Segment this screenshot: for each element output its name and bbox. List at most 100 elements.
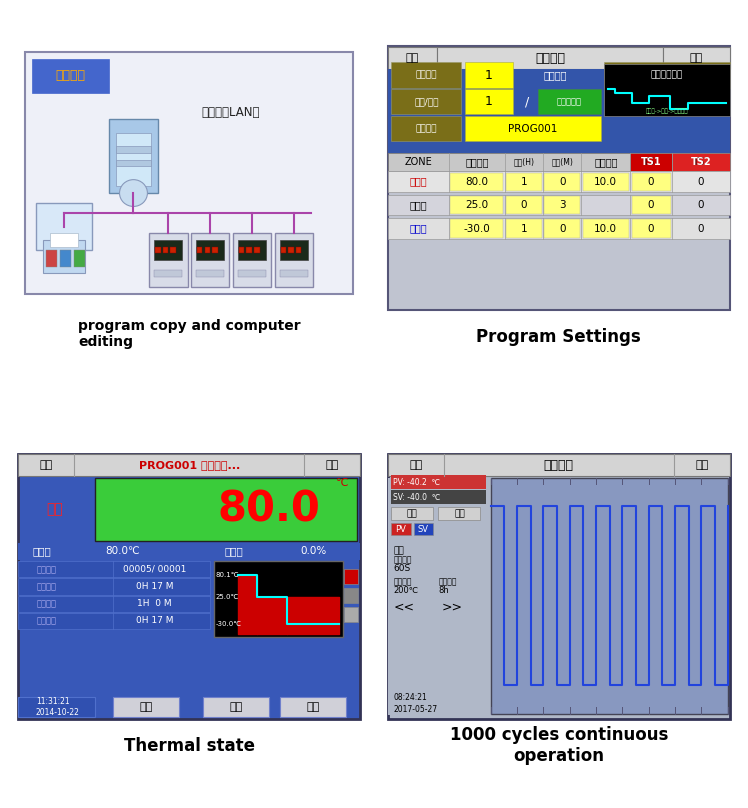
Bar — [506, 173, 542, 191]
Bar — [238, 240, 266, 260]
Text: 曲线显示: 曲线显示 — [544, 459, 574, 472]
Bar — [288, 247, 294, 254]
Bar — [491, 478, 728, 713]
Text: 200℃: 200℃ — [393, 586, 418, 595]
Text: 1: 1 — [521, 224, 527, 234]
Bar — [604, 64, 729, 116]
Bar — [19, 454, 360, 476]
Text: program copy and computer
editing: program copy and computer editing — [78, 318, 301, 349]
Text: 段运时间: 段运时间 — [37, 582, 56, 591]
Text: 08:24:21
2017-05-27: 08:24:21 2017-05-27 — [393, 693, 438, 714]
Text: <<: << — [393, 600, 414, 613]
Text: 10.0: 10.0 — [595, 224, 617, 234]
Bar — [25, 53, 353, 293]
Bar — [280, 270, 307, 277]
Bar — [388, 195, 729, 216]
Bar — [154, 240, 183, 260]
Text: 0: 0 — [698, 177, 704, 187]
Text: 周期/终了: 周期/终了 — [414, 97, 438, 107]
Text: 跳段: 跳段 — [230, 702, 243, 712]
Text: 1: 1 — [485, 69, 493, 82]
Bar — [465, 89, 513, 115]
Bar — [116, 159, 151, 166]
Text: TS1: TS1 — [641, 158, 661, 167]
Text: ℃: ℃ — [337, 478, 349, 488]
Bar — [196, 240, 224, 260]
Text: 1H  0 M: 1H 0 M — [137, 599, 172, 608]
Text: 程式设定: 程式设定 — [535, 52, 565, 65]
Text: PV: PV — [396, 524, 406, 534]
Text: -30.0℃: -30.0℃ — [215, 621, 242, 627]
Bar — [388, 69, 729, 153]
Bar — [155, 247, 161, 254]
Bar — [171, 247, 176, 254]
Bar — [191, 234, 230, 287]
Text: 1000 cycles continuous
operation: 1000 cycles continuous operation — [450, 726, 668, 765]
Bar — [19, 543, 360, 560]
Text: 下载: 下载 — [454, 509, 465, 518]
Bar — [154, 270, 183, 277]
Bar — [116, 146, 151, 153]
Text: 0: 0 — [648, 200, 654, 210]
Text: 数据: 数据 — [393, 546, 404, 555]
Bar — [280, 697, 346, 717]
Text: ZONE: ZONE — [405, 158, 432, 167]
Text: 0.0%: 0.0% — [301, 546, 327, 557]
Bar — [246, 247, 252, 254]
Bar — [388, 48, 437, 69]
Bar — [344, 588, 358, 604]
Text: 0: 0 — [559, 224, 565, 234]
Text: 目录: 目录 — [405, 53, 419, 64]
Bar — [163, 247, 168, 254]
Text: 显示: 显示 — [46, 503, 64, 516]
Text: 0: 0 — [648, 224, 654, 234]
Text: 停止: 停止 — [307, 702, 319, 712]
Bar — [388, 454, 729, 719]
Bar — [32, 59, 109, 93]
Text: 目录: 目录 — [409, 461, 423, 470]
Text: 保持: 保持 — [139, 702, 153, 712]
Bar — [19, 612, 210, 629]
Bar — [631, 220, 671, 238]
Bar — [388, 454, 729, 476]
Text: 0: 0 — [559, 177, 565, 187]
Text: 0: 0 — [648, 177, 654, 187]
Bar — [437, 48, 663, 69]
Text: 采样时间: 采样时间 — [393, 555, 411, 564]
Bar — [583, 220, 629, 238]
Bar — [631, 196, 671, 214]
Circle shape — [120, 179, 147, 206]
Bar — [296, 247, 301, 254]
Bar — [275, 234, 313, 287]
Text: PROG001 热冲状态...: PROG001 热冲状态... — [138, 461, 240, 470]
Bar — [506, 220, 542, 238]
Bar — [109, 120, 158, 193]
Text: 3: 3 — [559, 200, 565, 210]
Text: 以太网（LAN）: 以太网（LAN） — [202, 106, 260, 120]
Text: 8h: 8h — [438, 586, 450, 595]
Bar — [414, 523, 433, 535]
Bar — [74, 250, 85, 267]
Bar — [604, 62, 729, 87]
Text: -30.0: -30.0 — [464, 224, 490, 234]
Text: 11:31:21
2014-10-22: 11:31:21 2014-10-22 — [36, 696, 80, 718]
Text: 80.0: 80.0 — [218, 489, 321, 531]
Bar — [538, 89, 601, 115]
Bar — [43, 240, 85, 273]
Bar — [545, 196, 580, 214]
Text: 高温室: 高温室 — [410, 177, 427, 187]
Bar — [663, 48, 729, 69]
Text: 切换: 切换 — [690, 53, 703, 64]
Bar — [391, 62, 462, 87]
Text: 切换: 切换 — [695, 461, 708, 470]
Text: 程式编号: 程式编号 — [416, 70, 437, 79]
Text: 80.0℃: 80.0℃ — [105, 546, 140, 557]
Text: 段数时间: 段数时间 — [37, 599, 56, 608]
Bar — [545, 220, 580, 238]
Text: 切换: 切换 — [325, 461, 339, 470]
Bar — [545, 173, 580, 191]
Text: 循环周期: 循环周期 — [37, 565, 56, 574]
Text: 网络连接: 网络连接 — [56, 69, 86, 82]
Bar — [50, 234, 78, 246]
Bar — [465, 62, 513, 87]
